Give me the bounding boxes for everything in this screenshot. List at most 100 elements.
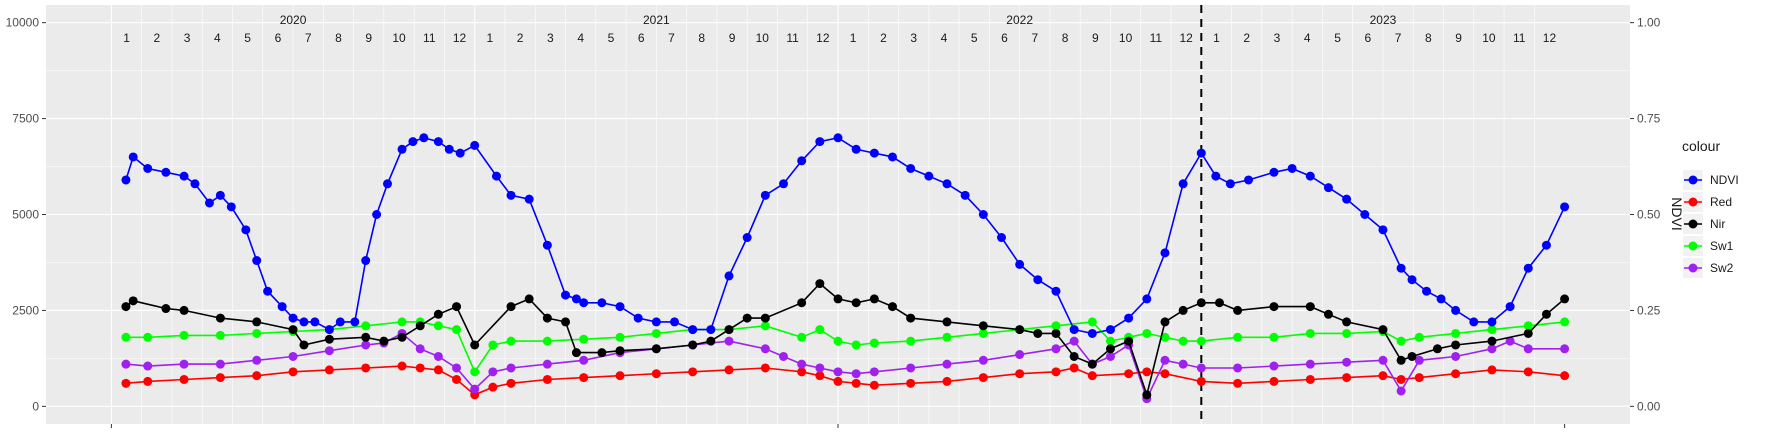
month-label: 6 — [275, 31, 282, 45]
legend: colour NDVI Red Nir Sw1 Sw2 — [1682, 138, 1739, 278]
month-label: 2 — [1243, 31, 1250, 45]
data-point — [506, 336, 516, 346]
y2-tick-label: 1.00 — [1637, 16, 1661, 30]
data-point — [633, 313, 643, 323]
data-point — [179, 171, 189, 181]
data-point — [1015, 369, 1025, 379]
data-point — [1269, 361, 1279, 371]
data-point — [324, 334, 334, 344]
y2-tick-label: 0.25 — [1637, 303, 1661, 317]
data-point — [1087, 371, 1097, 381]
data-point — [760, 363, 770, 373]
data-point — [869, 338, 879, 348]
data-point — [1560, 202, 1570, 212]
month-label: 3 — [547, 31, 554, 45]
data-point — [299, 317, 309, 327]
data-point — [1451, 305, 1461, 315]
data-point — [851, 378, 861, 388]
legend-label: Red — [1710, 195, 1732, 209]
data-point — [1142, 294, 1152, 304]
data-point — [1015, 325, 1025, 335]
data-point — [215, 313, 225, 323]
data-point — [1087, 328, 1097, 338]
data-point — [724, 271, 734, 281]
data-point — [488, 340, 498, 350]
data-point — [724, 325, 734, 335]
month-label: 1 — [486, 31, 493, 45]
data-point — [1178, 179, 1188, 189]
data-point — [1233, 305, 1243, 315]
data-point — [215, 373, 225, 383]
data-point — [1015, 350, 1025, 360]
data-point — [179, 359, 189, 369]
data-point — [615, 332, 625, 342]
data-point — [488, 367, 498, 377]
data-point — [277, 302, 287, 312]
data-point — [452, 302, 462, 312]
data-point — [1451, 340, 1461, 350]
data-point — [1287, 163, 1297, 173]
data-point — [942, 376, 952, 386]
month-label: 9 — [729, 31, 736, 45]
data-point — [542, 313, 552, 323]
data-point — [1541, 309, 1551, 319]
data-point — [299, 340, 309, 350]
data-point — [615, 371, 625, 381]
data-point — [978, 321, 988, 331]
data-point — [869, 148, 879, 158]
data-point — [121, 359, 131, 369]
data-point — [851, 340, 861, 350]
data-point — [288, 313, 298, 323]
data-point — [1069, 325, 1079, 335]
data-point — [121, 332, 131, 342]
data-point — [978, 373, 988, 383]
data-point — [470, 384, 480, 394]
data-point — [1487, 317, 1497, 327]
data-point — [542, 336, 552, 346]
data-point — [1069, 363, 1079, 373]
y2-tick-label: 0.00 — [1637, 399, 1661, 413]
data-point — [797, 367, 807, 377]
data-point — [252, 328, 262, 338]
data-point — [815, 371, 825, 381]
data-point — [542, 374, 552, 384]
data-point — [361, 363, 371, 373]
data-point — [1015, 259, 1025, 269]
data-point — [815, 325, 825, 335]
data-point — [996, 233, 1006, 243]
month-label: 6 — [1001, 31, 1008, 45]
month-label: 4 — [941, 31, 948, 45]
data-point — [1414, 332, 1424, 342]
y-tick-label: 5000 — [12, 208, 39, 222]
data-point — [215, 359, 225, 369]
data-point — [179, 305, 189, 315]
data-point — [706, 336, 716, 346]
data-point — [361, 332, 371, 342]
data-point — [815, 363, 825, 373]
data-point — [379, 336, 389, 346]
legend-title: colour — [1682, 138, 1720, 154]
data-point — [688, 367, 698, 377]
data-point — [161, 167, 171, 177]
legend-key-point — [1688, 197, 1698, 207]
data-point — [415, 344, 425, 354]
month-label: 10 — [1482, 31, 1496, 45]
data-point — [190, 179, 200, 189]
data-point — [1323, 309, 1333, 319]
data-point — [978, 328, 988, 338]
data-point — [1342, 328, 1352, 338]
data-point — [1142, 328, 1152, 338]
month-label: 11 — [1150, 31, 1163, 45]
data-point — [433, 365, 443, 375]
data-point — [651, 369, 661, 379]
data-point — [1360, 210, 1370, 219]
legend-label: Sw1 — [1710, 239, 1734, 253]
data-point — [688, 325, 698, 335]
data-point — [1269, 376, 1279, 386]
data-point — [1069, 336, 1079, 346]
legend-key-point — [1688, 219, 1698, 229]
data-point — [1523, 367, 1533, 377]
data-point — [1160, 332, 1170, 342]
data-point — [1305, 359, 1315, 369]
month-label: 5 — [608, 31, 615, 45]
